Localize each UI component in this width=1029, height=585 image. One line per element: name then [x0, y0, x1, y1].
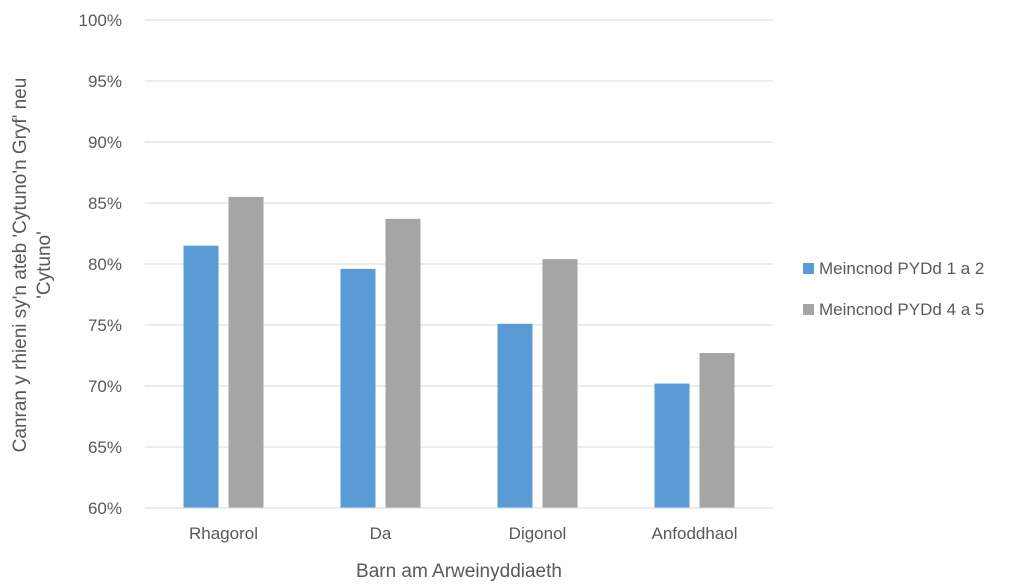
- y-axis-ticks: 60% 65% 70% 75% 80% 85% 90% 95% 100%: [79, 11, 122, 518]
- y-tick-label: 60%: [88, 499, 122, 518]
- x-tick-label: Anfoddhaol: [651, 524, 737, 543]
- y-tick-label: 85%: [88, 194, 122, 213]
- legend-label-series-2: Meincnod PYDd 4 a 5: [819, 300, 984, 319]
- x-axis-ticks: Rhagorol Da Digonol Anfoddhaol: [189, 524, 738, 543]
- y-tick-label: 100%: [79, 11, 122, 30]
- bar-anfoddhaol-series-1: [654, 383, 690, 508]
- y-tick-label: 95%: [88, 72, 122, 91]
- legend: Meincnod PYDd 1 a 2 Meincnod PYDd 4 a 5: [803, 259, 984, 319]
- bar-digonol-series-1: [497, 323, 533, 508]
- y-tick-label: 75%: [88, 316, 122, 335]
- bars: [183, 196, 735, 509]
- bar-rhagorol-series-2: [228, 196, 264, 508]
- bar-digonol-series-2: [542, 259, 578, 508]
- y-axis-title: Canran y rhieni sy'n ateb 'Cytuno'n Gryf…: [10, 78, 55, 453]
- y-axis-title-line-1: Canran y rhieni sy'n ateb 'Cytuno'n Gryf…: [10, 78, 31, 453]
- y-axis-title-line-2: 'Cytuno': [34, 231, 55, 298]
- x-tick-label: Rhagorol: [189, 524, 258, 543]
- legend-label-series-1: Meincnod PYDd 1 a 2: [819, 259, 984, 278]
- y-tick-label: 90%: [88, 133, 122, 152]
- bar-da-series-1: [340, 268, 376, 508]
- legend-swatch-series-2: [803, 304, 814, 315]
- x-tick-label: Da: [370, 524, 392, 543]
- y-tick-label: 65%: [88, 438, 122, 457]
- bar-rhagorol-series-1: [183, 245, 219, 508]
- y-tick-label: 80%: [88, 255, 122, 274]
- bar-da-series-2: [385, 218, 421, 509]
- x-axis-title: Barn am Arweinyddiaeth: [356, 561, 562, 582]
- legend-swatch-series-1: [803, 263, 814, 274]
- bar-anfoddhaol-series-2: [699, 353, 735, 508]
- x-tick-label: Digonol: [509, 524, 567, 543]
- y-tick-label: 70%: [88, 377, 122, 396]
